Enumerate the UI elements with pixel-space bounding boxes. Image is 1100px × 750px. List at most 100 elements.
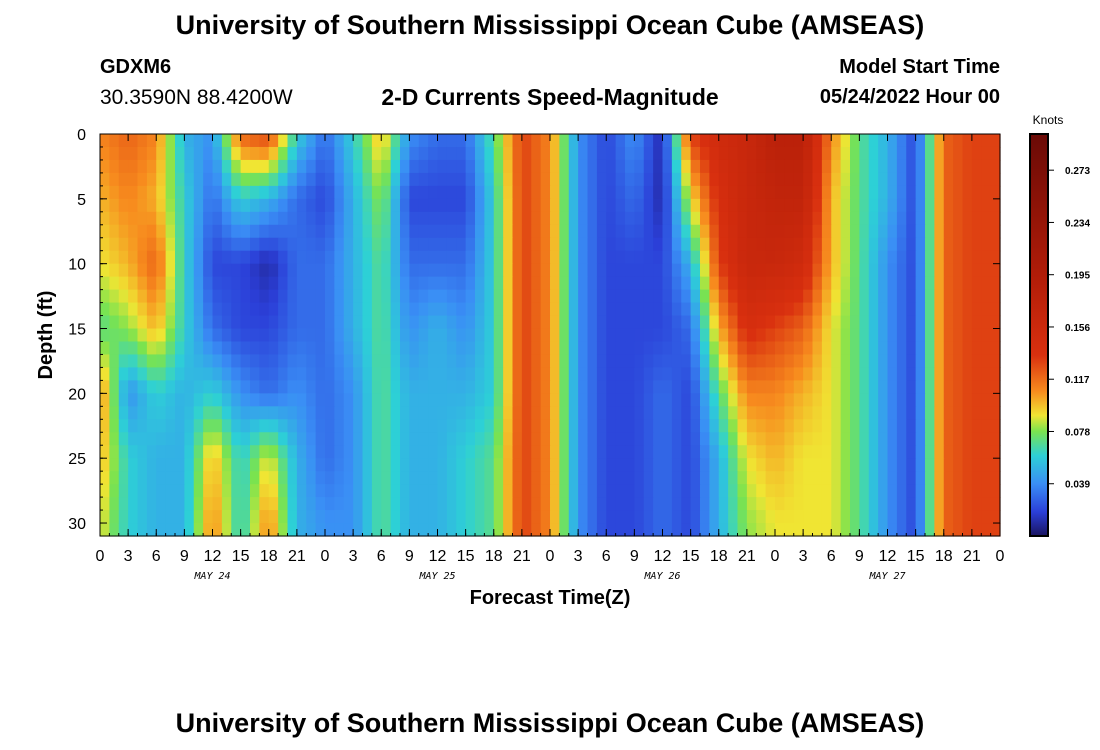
heatmap-cell [437, 172, 448, 187]
heatmap-cell [887, 393, 898, 407]
heatmap-cell [906, 289, 917, 304]
heatmap-cell [662, 471, 673, 485]
heatmap-cell [390, 367, 401, 381]
heatmap-cell [259, 497, 270, 511]
heatmap-cell [550, 328, 560, 343]
date-labels: MAY 24 MAY 25 MAY 26 MAY 27 [193, 571, 905, 582]
heatmap-cell [878, 510, 889, 524]
heatmap-cell [887, 198, 898, 213]
heatmap-cell [728, 458, 739, 472]
heatmap-cell [231, 185, 242, 200]
heatmap-cell [971, 367, 982, 381]
heatmap-cell [193, 302, 204, 317]
heatmap-cell [390, 406, 401, 420]
heatmap-cell [690, 393, 701, 407]
heatmap-cell [212, 523, 223, 537]
heatmap-cell [493, 198, 504, 213]
heatmap-cell [784, 237, 795, 252]
x-tick-label: 21 [513, 548, 531, 565]
heatmap-cell [278, 380, 289, 394]
heatmap-cell [512, 497, 523, 511]
heatmap-cell [193, 510, 204, 524]
heatmap-cell [212, 134, 223, 148]
heatmap-cell [981, 354, 992, 369]
heatmap-cell [409, 328, 420, 343]
heatmap-cell [812, 523, 823, 537]
heatmap-cell [203, 276, 214, 291]
heatmap-cell [878, 367, 889, 381]
heatmap-cell [803, 354, 814, 369]
heatmap-cell [821, 146, 832, 161]
heatmap-cell [446, 185, 457, 200]
heatmap-cell [615, 134, 626, 148]
heatmap-cell [137, 134, 148, 148]
heatmap-cell [137, 315, 148, 330]
heatmap-cell [784, 341, 795, 356]
heatmap-cell [737, 185, 748, 200]
heatmap-cell [953, 497, 964, 511]
heatmap-cell [606, 198, 617, 213]
heatmap-cell [165, 484, 176, 498]
heatmap-cell [540, 315, 551, 330]
heatmap-cell [306, 185, 317, 200]
heatmap-cell [250, 380, 260, 394]
heatmap-cell [203, 445, 214, 459]
heatmap-cell [821, 432, 832, 446]
heatmap-cell [409, 185, 420, 200]
heatmap-cell [137, 172, 148, 187]
heatmap-cell [587, 445, 598, 459]
heatmap-cell [756, 406, 767, 420]
heatmap-cell [118, 445, 129, 459]
heatmap-cell [709, 393, 720, 407]
heatmap-cell [221, 289, 232, 304]
heatmap-cell [231, 458, 242, 472]
heatmap-cell [343, 185, 354, 200]
heatmap-cell [596, 354, 607, 369]
heatmap-cell [221, 484, 232, 498]
heatmap-cell [990, 380, 1001, 394]
heatmap-cell [681, 432, 692, 446]
heatmap-cell [240, 276, 251, 291]
heatmap-cell [868, 276, 879, 291]
heatmap-cell [662, 510, 673, 524]
heatmap-cell [634, 211, 645, 226]
heatmap-cell [390, 328, 401, 343]
heatmap-cell [175, 367, 185, 381]
heatmap-cell [746, 185, 757, 200]
heatmap-cell [540, 341, 551, 356]
heatmap-cell [896, 302, 907, 317]
heatmap-cell [296, 302, 307, 317]
heatmap-cell [268, 211, 279, 226]
heatmap-cell [240, 419, 251, 433]
heatmap-cell [793, 146, 804, 161]
heatmap-cell [156, 484, 167, 498]
heatmap-cell [887, 185, 898, 200]
heatmap-cell [896, 134, 907, 148]
heatmap-cell [175, 263, 185, 278]
heatmap-cell [334, 198, 345, 213]
heatmap-cell [775, 380, 785, 394]
heatmap-cell [240, 134, 251, 148]
heatmap-cell [437, 458, 448, 472]
heatmap-cell [512, 471, 523, 485]
heatmap-cell [250, 484, 260, 498]
heatmap-cell [409, 289, 420, 304]
heatmap-cell [146, 341, 157, 356]
heatmap-cell [212, 198, 223, 213]
heatmap-cell [250, 289, 260, 304]
heatmap-cell [165, 263, 176, 278]
heatmap-cell [437, 432, 448, 446]
heatmap-cell [709, 302, 720, 317]
heatmap-cell [437, 159, 448, 174]
heatmap-cell [353, 393, 364, 407]
heatmap-cell [850, 445, 860, 459]
heatmap-cell [925, 380, 935, 394]
heatmap-cell [493, 367, 504, 381]
heatmap-cell [643, 523, 654, 537]
heatmap-cell [840, 354, 851, 369]
heatmap-cell [559, 406, 570, 420]
heatmap-cell [193, 185, 204, 200]
heatmap-cell [709, 445, 720, 459]
heatmap-cell [165, 172, 176, 187]
heatmap-cell [700, 432, 710, 446]
